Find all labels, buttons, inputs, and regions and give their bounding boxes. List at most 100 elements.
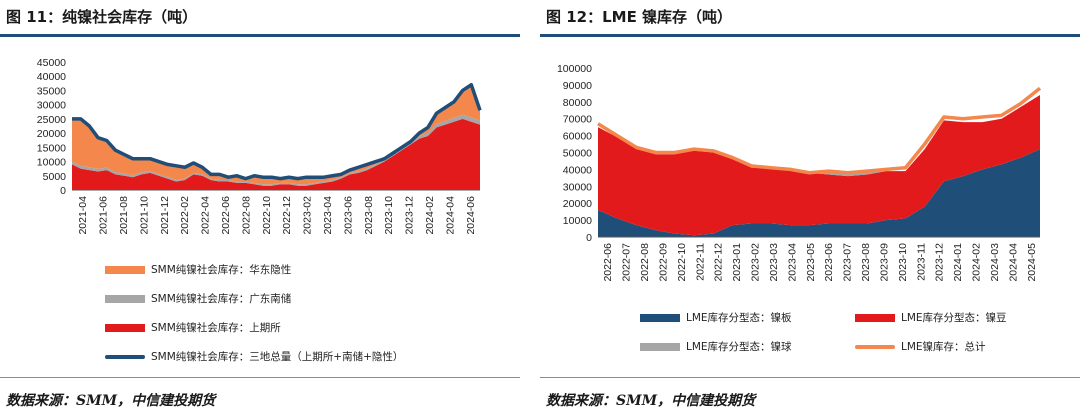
left-figure-title: 图 11：纯镍社会库存（吨）	[6, 8, 198, 26]
legend-label-shfe: SMM纯镍社会库存：上期所	[151, 322, 281, 334]
left-ytick-label: 0	[60, 185, 66, 197]
left-ytick-label: 45000	[37, 57, 66, 69]
right-xtick-label: 2024-01	[952, 243, 964, 282]
legend-item-nickel-ball: LME库存分型态：镍球	[640, 339, 792, 354]
left-ytick-label: 35000	[37, 85, 66, 97]
legend-swatch-nanchu	[105, 294, 145, 303]
left-ytick-label: 15000	[37, 142, 66, 154]
right-xtick-label: 2022-12	[713, 243, 725, 282]
left-xtick-label: 2023-02	[302, 196, 314, 235]
left-ytick-label: 5000	[43, 171, 67, 183]
right-ytick-label: 0	[586, 232, 592, 244]
legend-item-nickel-plate: LME库存分型态：镍板	[640, 310, 792, 325]
right-ytick-label: 20000	[563, 198, 592, 210]
legend-item-lme-total: LME镍库存：总计	[855, 339, 986, 354]
right-area-1	[598, 95, 1040, 236]
right-xtick-label: 2023-06	[823, 243, 835, 282]
left-area-0	[72, 118, 480, 190]
right-area-0	[598, 149, 1040, 237]
legend-label-huadong: SMM纯镍社会库存：华东隐性	[151, 264, 292, 276]
right-chart: 0 10000 20000 30000 40000 50000 60000 70000 8000…	[557, 63, 1042, 282]
left-xtick-label: 2023-10	[383, 196, 395, 235]
left-xtick-label: 2023-04	[322, 196, 334, 235]
left-xtick-label: 2024-04	[444, 196, 456, 235]
left-xtick-label: 2021-12	[159, 196, 171, 235]
legend-swatch-shfe	[105, 323, 145, 332]
right-xtick-label: 2023-09	[878, 243, 890, 282]
left-xtick-label: 2022-02	[179, 196, 191, 235]
left-ytick-label: 10000	[37, 157, 66, 169]
right-xtick-label: 2023-12	[934, 243, 946, 282]
right-xtick-label: 2023-01	[731, 243, 743, 282]
left-xtick-label: 2024-06	[465, 196, 477, 235]
right-xtick-label: 2022-06	[602, 243, 614, 282]
legend-item-nickel-bean: LME库存分型态：镍豆	[855, 310, 1007, 325]
right-xtick-label: 2022-09	[657, 243, 669, 282]
left-title-rule	[0, 34, 520, 37]
legend-item-total: SMM纯镍社会库存：三地总量（上期所+南储+隐性）	[105, 349, 403, 364]
right-xtick-label: 2024-04	[1007, 243, 1019, 282]
left-source-note: 数据来源：SMM，中信建投期货	[6, 393, 216, 409]
left-chart: 0 5000 10000 15000 20000 25000 30000 35000 40000…	[37, 57, 482, 235]
left-xtick-label: 2022-12	[281, 196, 293, 235]
legend-swatch-huadong	[105, 265, 145, 274]
left-ytick-label: 30000	[37, 100, 66, 112]
right-ytick-label: 80000	[563, 97, 592, 109]
legend-swatch-nickel-bean	[855, 313, 895, 322]
left-xtick-label: 2023-08	[363, 196, 375, 235]
right-xtick-label: 2023-02	[750, 243, 762, 282]
right-ytick-label: 50000	[563, 148, 592, 160]
right-figure-panel: 图 12：LME 镍库存（吨） 0 10000 20000 30000 40000 500…	[540, 0, 1080, 417]
right-ytick-label: 40000	[563, 164, 592, 176]
right-ytick-label: 10000	[563, 215, 592, 227]
left-figure-panel: 图 11：纯镍社会库存（吨） 0 5000 10000 15000 20000 25000…	[0, 0, 520, 417]
right-title-rule	[540, 34, 1080, 37]
left-legend: SMM纯镍社会库存：华东隐性 SMM纯镍社会库存：广东南储 SMM纯镍社会库存：…	[105, 262, 505, 367]
right-source-note: 数据来源：SMM，中信建投期货	[546, 393, 756, 409]
left-xtick-label: 2021-06	[98, 196, 110, 235]
right-xtick-label: 2023-05	[805, 243, 817, 282]
left-xtick-label: 2021-08	[118, 196, 130, 235]
right-ytick-label: 30000	[563, 181, 592, 193]
legend-label-nickel-ball: LME库存分型态：镍球	[686, 341, 792, 353]
right-xtick-label: 2023-04	[786, 243, 798, 282]
left-xtick-label: 2023-06	[342, 196, 354, 235]
legend-item-huadong: SMM纯镍社会库存：华东隐性	[105, 262, 291, 277]
left-xtick-label: 2021-04	[77, 196, 89, 235]
right-xtick-label: 2023-10	[897, 243, 909, 282]
legend-label-nickel-plate: LME库存分型态：镍板	[686, 312, 792, 324]
right-xtick-label: 2022-11	[694, 243, 706, 281]
right-xtick-label: 2024-03	[989, 243, 1001, 282]
legend-swatch-total	[105, 354, 145, 359]
left-xtick-label: 2022-08	[240, 196, 252, 235]
right-xtick-label: 2023-11	[915, 243, 927, 281]
legend-label-nanchu: SMM纯镍社会库存：广东南储	[151, 293, 292, 305]
legend-item-nanchu: SMM纯镍社会库存：广东南储	[105, 291, 291, 306]
left-ytick-label: 40000	[37, 71, 66, 83]
right-ytick-label: 90000	[563, 80, 592, 92]
right-xtick-label: 2024-05	[1026, 243, 1038, 282]
right-xtick-label: 2022-07	[621, 243, 633, 282]
right-ytick-label: 100000	[557, 63, 592, 75]
right-ytick-label: 70000	[563, 114, 592, 126]
left-xtick-label: 2023-12	[404, 196, 416, 235]
right-xtick-label: 2023-08	[860, 243, 872, 282]
left-ytick-label: 20000	[37, 128, 66, 140]
legend-swatch-nickel-ball	[640, 342, 680, 351]
right-figure-title: 图 12：LME 镍库存（吨）	[546, 8, 733, 26]
legend-swatch-nickel-plate	[640, 313, 680, 322]
legend-swatch-lme-total	[855, 344, 895, 349]
left-xtick-label: 2022-06	[220, 196, 232, 235]
left-total-line-0	[72, 83, 482, 181]
left-ytick-label: 25000	[37, 114, 66, 126]
right-xtick-label: 2024-02	[971, 243, 983, 282]
left-xtick-label: 2021-10	[138, 196, 150, 235]
left-xtick-label: 2022-10	[261, 196, 273, 235]
legend-label-nickel-bean: LME库存分型态：镍豆	[901, 312, 1007, 324]
left-source-rule	[0, 377, 520, 378]
right-xtick-label: 2023-07	[842, 243, 854, 282]
right-xtick-label: 2022-10	[676, 243, 688, 282]
left-xtick-label: 2024-02	[424, 196, 436, 235]
right-ytick-label: 60000	[563, 131, 592, 143]
right-source-rule	[540, 377, 1080, 378]
